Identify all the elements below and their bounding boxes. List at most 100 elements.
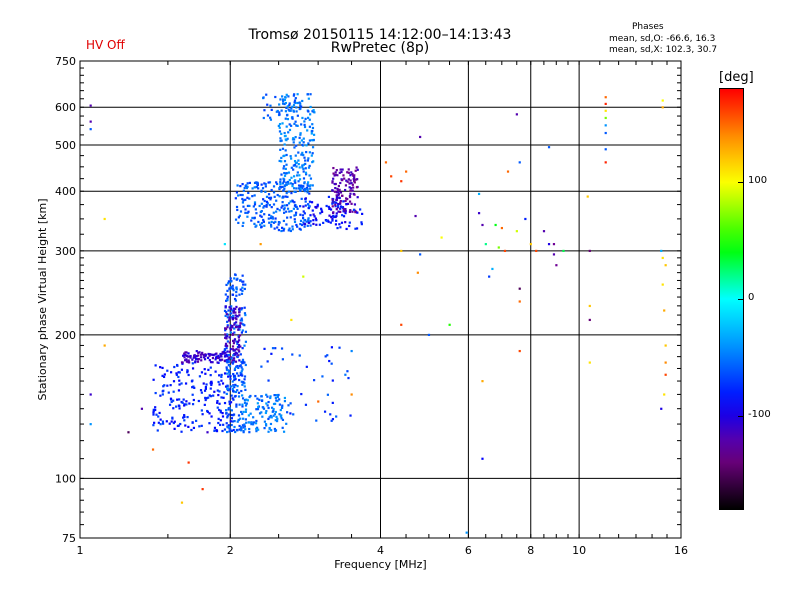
data-point (266, 395, 269, 398)
data-point (322, 221, 325, 224)
chart-subtitle: RwPretec (8p) (330, 40, 430, 56)
data-point (225, 299, 228, 302)
data-point (279, 178, 282, 181)
data-point (237, 308, 241, 311)
data-point (278, 103, 281, 106)
data-point (234, 351, 237, 354)
data-point (226, 335, 229, 338)
data-point (193, 386, 196, 389)
data-point (248, 427, 251, 431)
x-tick-label: 16 (674, 544, 688, 557)
data-point (294, 97, 297, 100)
data-point (228, 360, 231, 363)
data-point (400, 180, 403, 183)
data-point (239, 193, 242, 197)
data-point (224, 329, 227, 332)
data-point (300, 197, 303, 200)
data-point (276, 395, 279, 399)
data-point (282, 196, 285, 199)
data-point (208, 359, 211, 362)
data-point (187, 373, 190, 377)
data-point (664, 373, 667, 376)
data-point (241, 347, 244, 350)
data-point (242, 283, 245, 286)
data-point (224, 385, 228, 388)
data-point (303, 225, 306, 228)
data-point (233, 297, 237, 301)
data-point (290, 318, 293, 322)
y-tick-label: 750 (55, 55, 76, 68)
data-point (220, 373, 223, 376)
data-point (344, 199, 347, 203)
data-point (194, 355, 197, 359)
data-point (281, 185, 284, 189)
data-point (278, 187, 281, 190)
data-point (285, 163, 288, 166)
data-point (258, 398, 261, 401)
data-point (295, 187, 298, 190)
data-point (296, 101, 299, 105)
data-point (231, 397, 234, 400)
data-point (304, 159, 307, 162)
data-point (237, 328, 240, 331)
data-point (604, 131, 607, 135)
data-point (161, 366, 164, 370)
data-point (343, 210, 346, 213)
data-point (231, 287, 235, 290)
data-point (229, 327, 232, 330)
data-point (279, 408, 282, 412)
data-point (287, 404, 290, 407)
data-point (170, 420, 173, 423)
data-point (244, 399, 247, 402)
data-point (260, 189, 263, 192)
data-point (334, 223, 338, 226)
data-point (206, 410, 209, 414)
data-point (236, 342, 239, 345)
data-point (295, 124, 298, 127)
colorbar-tick-mark (738, 416, 744, 418)
data-point (282, 229, 285, 232)
data-point (273, 427, 276, 431)
data-point (240, 428, 243, 431)
data-point (187, 461, 190, 464)
data-point (289, 402, 292, 405)
data-point (664, 264, 667, 267)
data-point (154, 406, 157, 409)
data-point (285, 106, 288, 110)
data-point (356, 178, 359, 181)
data-point (335, 212, 338, 215)
data-point (293, 163, 297, 167)
data-point (223, 243, 226, 246)
data-point (274, 410, 277, 414)
data-point (359, 208, 362, 211)
data-point (223, 401, 227, 405)
data-point (226, 344, 229, 347)
data-point (312, 133, 316, 136)
data-point (252, 421, 256, 424)
data-point (151, 448, 155, 451)
data-point (216, 406, 219, 409)
data-point (307, 221, 310, 224)
data-point (246, 215, 249, 218)
data-point (291, 116, 294, 119)
data-point (312, 109, 315, 112)
data-point (235, 191, 239, 194)
data-point (226, 350, 229, 353)
data-point (293, 99, 297, 102)
data-point (244, 211, 247, 214)
data-point (225, 366, 228, 369)
y-tick-label: 500 (55, 139, 76, 152)
data-point (348, 195, 352, 199)
data-point (259, 223, 262, 226)
data-point (207, 368, 210, 371)
data-point (301, 166, 304, 169)
data-point (262, 218, 265, 222)
data-point (331, 189, 334, 192)
data-point (279, 182, 282, 186)
data-point (297, 187, 300, 190)
data-point (282, 430, 286, 433)
data-point (251, 421, 254, 424)
data-point (307, 142, 310, 145)
data-point (307, 206, 310, 210)
data-point (285, 114, 289, 117)
